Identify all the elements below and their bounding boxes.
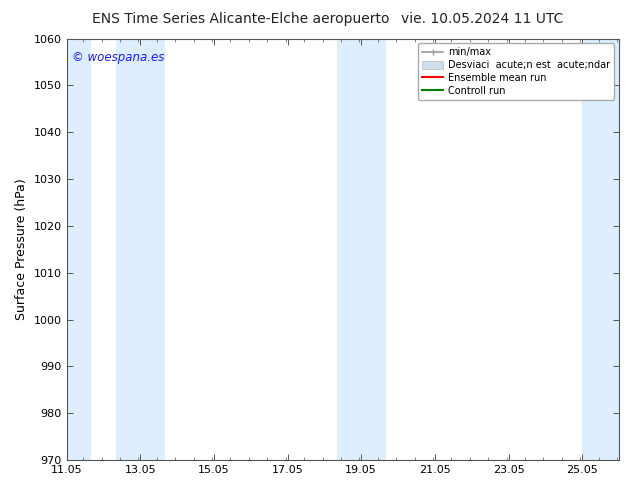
Legend: min/max, Desviaci  acute;n est  acute;ndar, Ensemble mean run, Controll run: min/max, Desviaci acute;n est acute;ndar… (418, 44, 614, 100)
Bar (115, 39, 165, 460)
Y-axis label: Surface Pressure (hPa): Surface Pressure (hPa) (15, 178, 28, 320)
Text: © woespana.es: © woespana.es (72, 51, 164, 64)
Text: ENS Time Series Alicante-Elche aeropuerto: ENS Time Series Alicante-Elche aeropuert… (92, 12, 390, 26)
Bar (67, 39, 91, 460)
Bar (337, 39, 386, 460)
Text: vie. 10.05.2024 11 UTC: vie. 10.05.2024 11 UTC (401, 12, 563, 26)
Bar (582, 39, 619, 460)
